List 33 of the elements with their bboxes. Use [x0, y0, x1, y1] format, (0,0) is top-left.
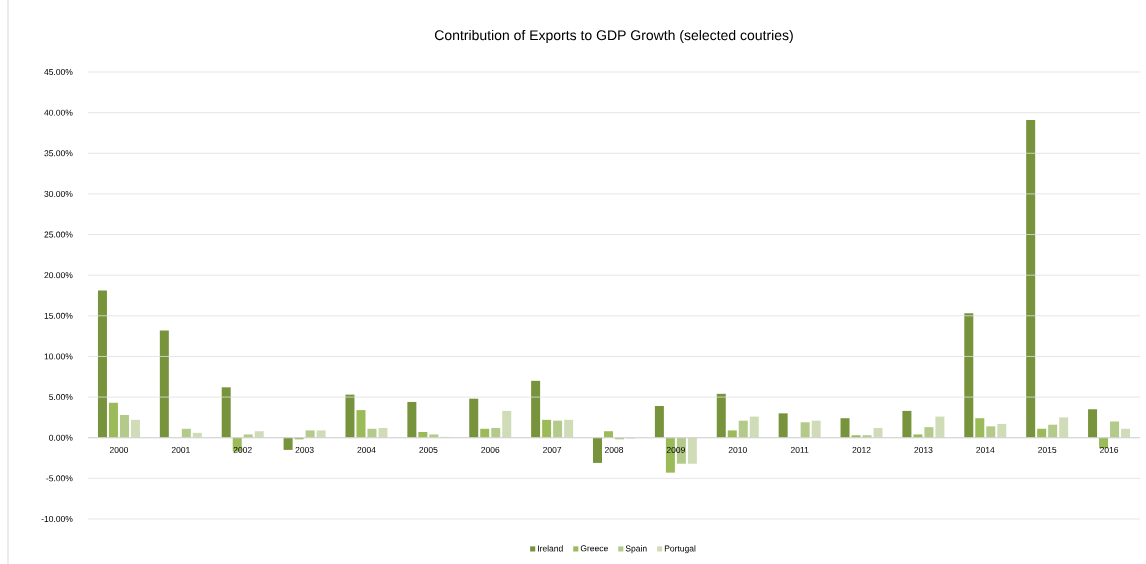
x-tick-label: 2007 — [543, 446, 562, 453]
legend-label: Portugal — [664, 545, 696, 554]
y-tick-label: 35.00% — [44, 150, 73, 157]
x-tick-label: 2013 — [914, 446, 933, 453]
x-tick-label: 2012 — [852, 446, 871, 453]
x-tick-label: 2014 — [976, 446, 995, 453]
x-tick-label: 2002 — [233, 446, 252, 453]
y-tick-label: -10.00% — [41, 515, 73, 522]
x-tick-label: 2016 — [1100, 446, 1119, 453]
y-tick-label: 25.00% — [44, 231, 73, 238]
legend-label: Ireland — [538, 545, 563, 552]
y-tick-label: 30.00% — [44, 190, 73, 197]
x-tick-label: 2003 — [295, 446, 314, 453]
y-tick-label: 5.00% — [49, 394, 73, 401]
y-tick-label: 0.00% — [49, 434, 73, 441]
x-tick-label: 2011 — [790, 446, 809, 453]
x-tick-label: 2008 — [604, 446, 624, 453]
y-tick-label: 40.00% — [44, 109, 73, 116]
x-tick-label: 2004 — [357, 446, 376, 453]
y-tick-label: -5.00% — [46, 475, 73, 482]
x-tick-label: 2000 — [109, 446, 129, 453]
x-tick-label: 2006 — [481, 446, 500, 453]
x-tick-label: 2010 — [728, 446, 747, 453]
x-tick-label: 2015 — [1038, 446, 1057, 453]
y-tick-label: 20.00% — [44, 272, 73, 279]
y-tick-label: 10.00% — [44, 353, 73, 360]
x-tick-label: 2001 — [171, 446, 190, 453]
y-tick-label: 45.00% — [44, 68, 73, 75]
legend-label: Greece — [580, 545, 608, 552]
y-tick-label: 15.00% — [44, 312, 73, 319]
legend-label: Spain — [625, 545, 647, 554]
x-tick-label: 2005 — [419, 446, 438, 453]
chart-title: Contribution of Exports to GDP Growth (selected coutries) — [434, 29, 793, 43]
